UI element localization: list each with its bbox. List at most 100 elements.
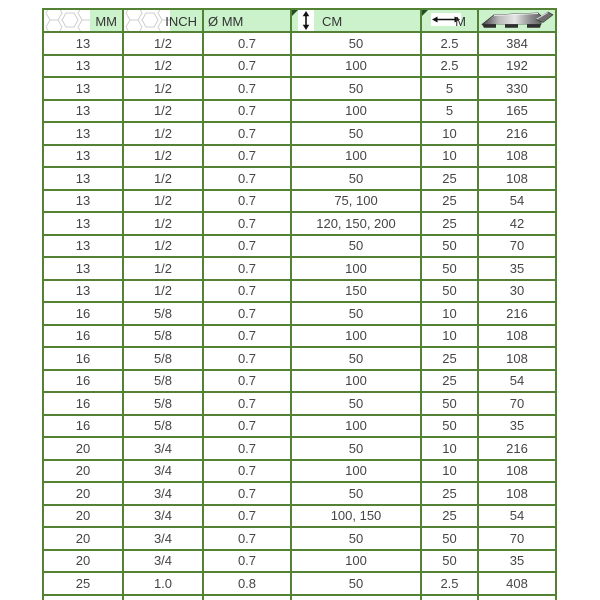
table-cell: 100 <box>290 458 422 483</box>
table-cell: 50 <box>420 256 479 281</box>
table-cell: 50 <box>290 526 422 551</box>
table-cell: 35 <box>477 256 557 281</box>
size-table: MM INCH <box>42 8 557 600</box>
table-cell: 1/2 <box>122 166 204 191</box>
table-cell: 13 <box>42 166 124 191</box>
table-cell: 1/2 <box>122 121 204 146</box>
table-cell: 20 <box>42 458 124 483</box>
table-cell: 108 <box>477 346 557 371</box>
hexagon-mesh-icon <box>125 11 170 30</box>
table-cell: 35 <box>477 548 557 573</box>
table-cell: 3/4 <box>122 458 204 483</box>
table-cell: 70 <box>477 391 557 416</box>
table-cell: 16 <box>42 413 124 438</box>
table-cell: 3/4 <box>122 526 204 551</box>
table-cell <box>122 593 204 600</box>
table-cell: 3/4 <box>122 548 204 573</box>
table-row: 13 1/2 0.7 100 50 35 <box>42 256 557 281</box>
table-cell: 16 <box>42 301 124 326</box>
table-cell: 108 <box>477 166 557 191</box>
pallet-icon <box>481 11 554 29</box>
table-cell: 5/8 <box>122 413 204 438</box>
table-cell: 50 <box>290 436 422 461</box>
column-header-mm: MM <box>42 8 124 33</box>
table-cell: 1/2 <box>122 188 204 213</box>
table-cell <box>202 593 292 600</box>
table-cell: 16 <box>42 368 124 393</box>
table-cell: 20 <box>42 526 124 551</box>
table-cell: 54 <box>477 188 557 213</box>
table-cell: 1/2 <box>122 53 204 78</box>
table-row: 13 1/2 0.7 50 2.5 384 <box>42 31 557 56</box>
table-cell: 150 <box>290 278 422 303</box>
column-label: CM <box>322 14 343 29</box>
table-cell: 0.7 <box>202 166 292 191</box>
column-label: M <box>455 14 466 29</box>
table-cell: 20 <box>42 503 124 528</box>
table-cell: 0.7 <box>202 346 292 371</box>
table-cell: 216 <box>477 436 557 461</box>
table-cell: 1/2 <box>122 76 204 101</box>
table-cell: 20 <box>42 548 124 573</box>
table-cell: 100 <box>290 323 422 348</box>
table-cell: 0.7 <box>202 278 292 303</box>
table-cell: 100 <box>290 548 422 573</box>
table-cell: 120, 150, 200 <box>290 211 422 236</box>
table-cell: 25 <box>420 188 479 213</box>
table-cell: 13 <box>42 76 124 101</box>
table-cell: 5/8 <box>122 301 204 326</box>
table-cell: 408 <box>477 571 557 596</box>
table-cell: 50 <box>290 233 422 258</box>
table-cell: 100 <box>290 368 422 393</box>
column-header-m: M <box>420 8 479 33</box>
table-cell: 100 <box>290 413 422 438</box>
table-cell: 0.7 <box>202 53 292 78</box>
table-cell: 100 <box>290 256 422 281</box>
table-cell: 0.7 <box>202 31 292 56</box>
table-cell: 1/2 <box>122 233 204 258</box>
table-cell: 3/4 <box>122 436 204 461</box>
table-cell: 13 <box>42 256 124 281</box>
table-cell: 70 <box>477 526 557 551</box>
table-cell: 0.7 <box>202 233 292 258</box>
table-row: 13 1/2 0.7 50 25 108 <box>42 166 557 191</box>
table-cell: 50 <box>290 346 422 371</box>
table-cell: 100, 150 <box>290 503 422 528</box>
table-cell: 5/8 <box>122 368 204 393</box>
table-cell: 10 <box>420 323 479 348</box>
table-cell: 10 <box>420 458 479 483</box>
table-cell: 5 <box>420 76 479 101</box>
table-cell: 1/2 <box>122 31 204 56</box>
table-row: 25 1.0 0.8 50 2.5 408 <box>42 571 557 596</box>
table-cell: 13 <box>42 31 124 56</box>
table-cell: 5 <box>420 98 479 123</box>
table-cell: 1/2 <box>122 256 204 281</box>
column-header-pallet <box>477 8 557 33</box>
table-cell: 50 <box>290 301 422 326</box>
column-label: MM <box>95 14 117 29</box>
column-label: INCH <box>165 14 197 29</box>
table-cell: 50 <box>290 481 422 506</box>
table-row: 16 5/8 0.7 100 25 54 <box>42 368 557 393</box>
table-cell: 0.7 <box>202 548 292 573</box>
table-cell: 0.7 <box>202 391 292 416</box>
table-cell: 5/8 <box>122 323 204 348</box>
table-cell: 0.7 <box>202 368 292 393</box>
table-row: 20 3/4 0.7 100, 150 25 54 <box>42 503 557 528</box>
table-cell <box>420 593 479 600</box>
table-cell: 70 <box>477 233 557 258</box>
table-cell: 13 <box>42 98 124 123</box>
table-cell: 10 <box>420 121 479 146</box>
table-row: 16 5/8 0.7 50 50 70 <box>42 391 557 416</box>
partial-row <box>42 593 557 600</box>
table-cell: 25 <box>420 211 479 236</box>
table-cell: 25 <box>420 503 479 528</box>
table-cell: 384 <box>477 31 557 56</box>
table-row: 16 5/8 0.7 50 10 216 <box>42 301 557 326</box>
table-cell: 16 <box>42 323 124 348</box>
table-cell: 1/2 <box>122 211 204 236</box>
corner-marker-icon <box>293 11 298 16</box>
table-row: 16 5/8 0.7 100 10 108 <box>42 323 557 348</box>
table-cell: 2.5 <box>420 571 479 596</box>
table-row: 13 1/2 0.7 100 2.5 192 <box>42 53 557 78</box>
